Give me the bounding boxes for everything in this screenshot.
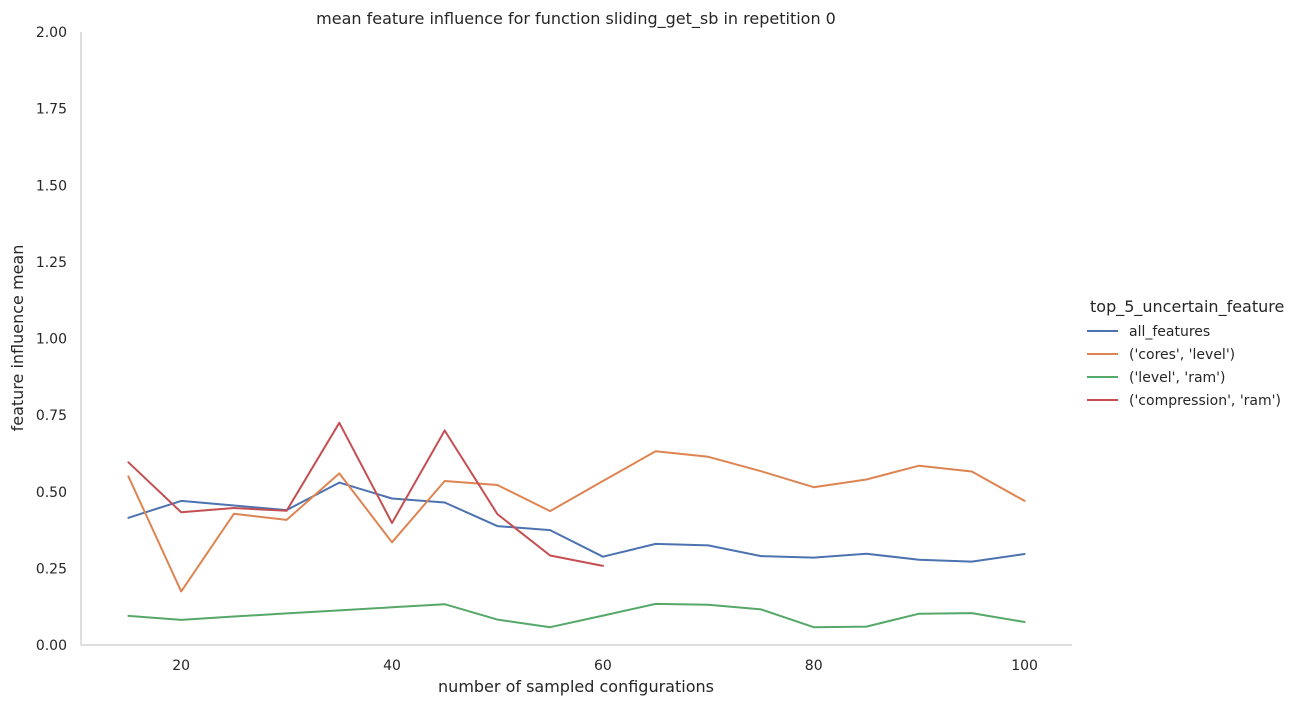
- y-tick-labels: 0.00 0.25 0.50 0.75 1.00 1.25 1.50 1.75 2.00: [36, 25, 67, 654]
- legend-items: all_features ('cores', 'level') ('level', …: [1087, 324, 1281, 409]
- y-tick-label: 2.00: [36, 25, 67, 41]
- legend: top_5_uncertain_feature all_features ('co…: [1087, 297, 1284, 409]
- x-tick-label: 60: [594, 658, 612, 674]
- y-tick-label: 0.25: [36, 561, 67, 577]
- legend-item: all_features: [1087, 324, 1210, 340]
- y-tick-label: 1.00: [36, 332, 67, 348]
- y-tick-label: 1.75: [36, 102, 67, 118]
- legend-item: ('level', 'ram'): [1087, 370, 1225, 386]
- y-tick-label: 0.50: [36, 485, 67, 501]
- chart-title: mean feature influence for function slid…: [316, 9, 836, 29]
- series-line-1: [127, 450, 1026, 593]
- legend-label: ('cores', 'level'): [1129, 347, 1235, 363]
- y-tick-label: 0.75: [36, 408, 67, 424]
- x-tick-label: 20: [172, 658, 190, 674]
- x-tick-label: 40: [383, 658, 401, 674]
- legend-item: ('compression', 'ram'): [1087, 393, 1281, 409]
- series-line-3: [127, 421, 604, 567]
- legend-title: top_5_uncertain_feature: [1090, 297, 1284, 317]
- legend-label: ('level', 'ram'): [1129, 370, 1225, 386]
- x-tick-label: 80: [805, 658, 823, 674]
- plot-lines: [127, 421, 1026, 629]
- legend-label: ('compression', 'ram'): [1129, 393, 1281, 409]
- series-line-2: [127, 602, 1026, 629]
- legend-label: all_features: [1129, 324, 1210, 340]
- x-tick-labels: 20 40 60 80 100: [172, 658, 1038, 674]
- y-tick-label: 1.25: [36, 255, 67, 271]
- x-axis-label: number of sampled configurations: [438, 677, 714, 696]
- y-tick-label: 1.50: [36, 178, 67, 194]
- y-tick-label: 0.00: [36, 638, 67, 654]
- y-axis-label: feature influence mean: [8, 245, 27, 432]
- legend-item: ('cores', 'level'): [1087, 347, 1235, 363]
- x-tick-label: 100: [1011, 658, 1038, 674]
- series-line-0: [127, 481, 1026, 563]
